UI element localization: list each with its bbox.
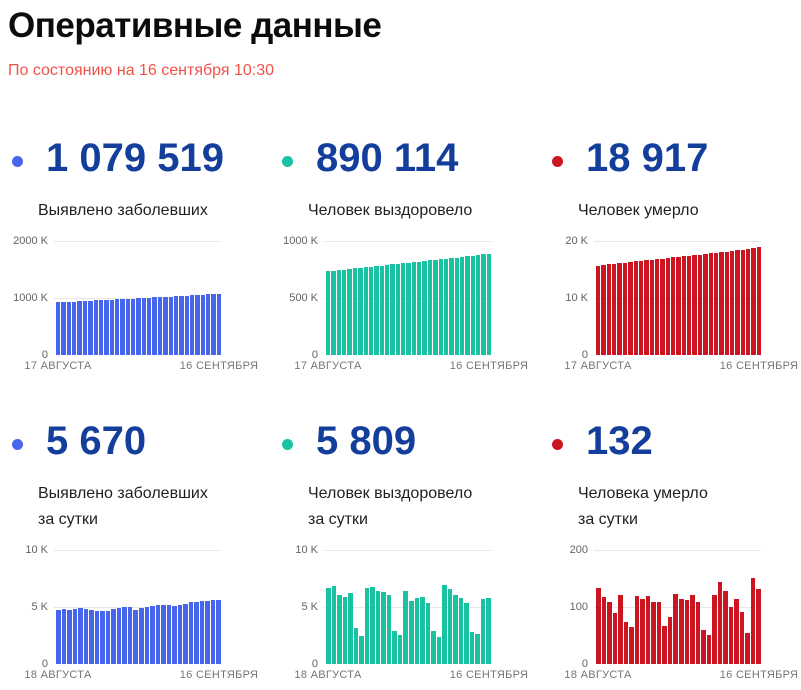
bullet-dot-blue-icon <box>12 438 23 450</box>
stats-grid: 1 079 519 Выявлено заболевших 2000 K 100… <box>8 124 801 683</box>
x-tick-end: 16 СЕНТЯБРЯ <box>179 669 259 682</box>
stat-label: Человек умерло <box>578 198 798 224</box>
stat-label-line1: Человек умерло <box>578 202 699 220</box>
stat-label-line2: за сутки <box>578 511 638 529</box>
gridline <box>54 607 221 609</box>
stat-label-line1: Выявлено заболевших <box>38 202 208 220</box>
chart-recovered-daily: 10 K 5 K 0 18 АВГУСТА 16 СЕНТЯБРЯ <box>278 544 528 683</box>
stat-value-confirmed-daily: 5 670 <box>46 419 147 464</box>
stat-card-recovered-total: 890 114 Человек выздоровело 1000 K 500 K… <box>278 124 528 374</box>
y-tick-label: 500 K <box>289 292 318 305</box>
bullet-dot-teal-icon <box>282 438 293 450</box>
y-tick-label: 0 <box>41 658 48 671</box>
gridline <box>54 550 221 552</box>
stat-card-deaths-daily: 132 Человека умерло за сутки 200 100 0 1… <box>548 407 798 683</box>
page-title: Оперативные данные <box>8 6 382 45</box>
stat-card-confirmed-daily: 5 670 Выявлено заболевших за сутки 10 K … <box>8 407 258 683</box>
stat-header: 890 114 <box>278 138 528 178</box>
y-tick-label: 10 K <box>295 544 318 557</box>
y-tick-label: 10 K <box>565 292 588 305</box>
stat-label-line2: за сутки <box>38 511 98 529</box>
y-tick-label: 0 <box>581 349 588 362</box>
bullet-dot-blue-icon <box>12 155 23 167</box>
y-tick-label: 100 <box>569 601 588 614</box>
gridline <box>324 550 491 552</box>
bar-series <box>56 241 222 356</box>
gridline <box>324 241 491 243</box>
y-tick-label: 2000 K <box>13 235 48 248</box>
chart-deaths-total: 20 K 10 K 0 17 АВГУСТА 16 СЕНТЯБРЯ <box>548 235 798 374</box>
stat-label: Человека умерло за сутки <box>578 481 798 533</box>
chart-confirmed-total: 2000 K 1000 K 0 17 АВГУСТА 16 СЕНТЯБРЯ <box>8 235 258 374</box>
x-tick-start: 17 АВГУСТА <box>24 360 92 373</box>
x-tick-start: 17 АВГУСТА <box>564 360 632 373</box>
x-axis: 17 АВГУСТА 16 СЕНТЯБРЯ <box>24 360 258 374</box>
stat-label-line1: Человека умерло <box>578 485 708 503</box>
y-tick-label: 1000 K <box>13 292 48 305</box>
stat-value-recovered-daily: 5 809 <box>316 419 417 464</box>
y-tick-label: 1000 K <box>283 235 318 248</box>
stat-label: Выявлено заболевших за сутки <box>38 481 258 533</box>
x-axis: 17 АВГУСТА 16 СЕНТЯБРЯ <box>564 360 798 374</box>
x-tick-start: 18 АВГУСТА <box>24 669 92 682</box>
x-tick-start: 18 АВГУСТА <box>564 669 632 682</box>
stat-label-line1: Человек выздоровело <box>308 485 473 503</box>
y-tick-label: 0 <box>581 658 588 671</box>
bar-series <box>56 550 221 665</box>
y-tick-label: 5 K <box>301 601 318 614</box>
stat-card-confirmed-total: 1 079 519 Выявлено заболевших 2000 K 100… <box>8 124 258 374</box>
chart-deaths-daily: 200 100 0 18 АВГУСТА 16 СЕНТЯБРЯ <box>548 544 798 683</box>
x-axis: 18 АВГУСТА 16 СЕНТЯБРЯ <box>564 669 798 683</box>
x-axis: 18 АВГУСТА 16 СЕНТЯБРЯ <box>294 669 528 683</box>
stat-label-line1: Выявлено заболевших <box>38 485 208 503</box>
bar-series <box>326 550 491 665</box>
y-tick-label: 0 <box>311 349 318 362</box>
chart-confirmed-daily: 10 K 5 K 0 18 АВГУСТА 16 СЕНТЯБРЯ <box>8 544 258 683</box>
gridline <box>594 241 761 243</box>
y-tick-label: 5 K <box>31 601 48 614</box>
bar-series <box>596 550 761 665</box>
stat-value-confirmed-total: 1 079 519 <box>46 136 224 181</box>
stat-value-deaths-daily: 132 <box>586 419 653 464</box>
stat-header: 5 809 <box>278 421 528 461</box>
bar-series <box>596 241 762 356</box>
y-tick-label: 0 <box>41 349 48 362</box>
stat-card-recovered-daily: 5 809 Человек выздоровело за сутки 10 K … <box>278 407 528 683</box>
bullet-dot-teal-icon <box>282 155 293 167</box>
stat-value-recovered-total: 890 114 <box>316 136 459 181</box>
stat-label: Человек выздоровело за сутки <box>308 481 528 533</box>
y-tick-label: 0 <box>311 658 318 671</box>
y-tick-label: 20 K <box>565 235 588 248</box>
x-tick-end: 16 СЕНТЯБРЯ <box>719 669 799 682</box>
bar-series <box>326 241 492 356</box>
stat-header: 132 <box>548 421 798 461</box>
bullet-dot-red-icon <box>552 438 563 450</box>
status-timestamp: По состоянию на 16 сентября 10:30 <box>8 62 275 80</box>
gridline <box>54 241 221 243</box>
x-tick-end: 16 СЕНТЯБРЯ <box>449 669 529 682</box>
stat-label-line1: Человек выздоровело <box>308 202 473 220</box>
bullet-dot-red-icon <box>552 155 563 167</box>
x-axis: 17 АВГУСТА 16 СЕНТЯБРЯ <box>294 360 528 374</box>
gridline <box>594 550 761 552</box>
stat-value-deaths-total: 18 917 <box>586 136 709 181</box>
stat-header: 18 917 <box>548 138 798 178</box>
stat-card-deaths-total: 18 917 Человек умерло 20 K 10 K 0 17 АВГ… <box>548 124 798 374</box>
stat-label-line2: за сутки <box>308 511 368 529</box>
y-tick-label: 200 <box>569 544 588 557</box>
x-tick-end: 16 СЕНТЯБРЯ <box>179 360 259 373</box>
x-tick-start: 17 АВГУСТА <box>294 360 362 373</box>
x-tick-start: 18 АВГУСТА <box>294 669 362 682</box>
x-axis: 18 АВГУСТА 16 СЕНТЯБРЯ <box>24 669 258 683</box>
chart-recovered-total: 1000 K 500 K 0 17 АВГУСТА 16 СЕНТЯБРЯ <box>278 235 528 374</box>
stat-header: 5 670 <box>8 421 258 461</box>
stat-label: Выявлено заболевших <box>38 198 258 224</box>
y-tick-label: 10 K <box>25 544 48 557</box>
x-tick-end: 16 СЕНТЯБРЯ <box>719 360 799 373</box>
x-tick-end: 16 СЕНТЯБРЯ <box>449 360 529 373</box>
stat-label: Человек выздоровело <box>308 198 528 224</box>
stat-header: 1 079 519 <box>8 138 258 178</box>
